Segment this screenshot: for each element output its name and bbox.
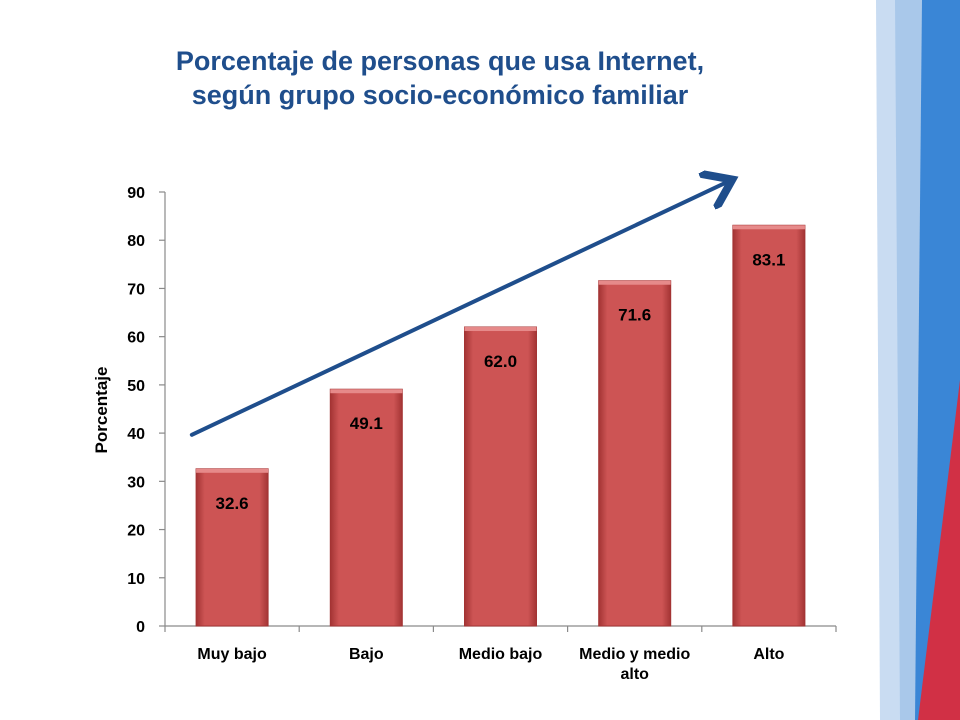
data-label: 32.6 [216, 494, 249, 513]
x-axis: Muy bajo Bajo Medio bajo Medio y medio alto A… [164, 625, 837, 683]
bar [598, 280, 672, 627]
bar-top-highlight [464, 327, 537, 332]
slide-title: Porcentaje de personas que usa Internet,… [60, 44, 820, 112]
bar-top-highlight [330, 389, 403, 394]
y-tick-label: 30 [127, 474, 145, 491]
y-tick-label: 40 [127, 426, 145, 443]
y-tick-label: 60 [127, 330, 145, 347]
bar [732, 224, 806, 627]
slide-title-line-1: Porcentaje de personas que usa Internet, [175, 46, 705, 76]
y-tick-label: 0 [136, 619, 145, 636]
data-label: 62.0 [484, 352, 517, 371]
y-tick-label: 70 [127, 281, 145, 298]
bars [195, 224, 806, 627]
trend-arrow-group [189, 181, 729, 437]
bar-top-highlight [196, 468, 269, 473]
y-tick-label: 80 [127, 233, 145, 250]
bar [329, 388, 403, 627]
y-tick-label: 10 [127, 571, 145, 588]
data-label: 71.6 [618, 306, 651, 325]
y-axis: 0 10 20 30 40 50 60 70 80 90 [127, 185, 166, 636]
slide-title-line-2: según grupo socio-económico familiar [191, 80, 689, 110]
y-tick-label: 50 [127, 378, 145, 395]
trend-arrow [189, 181, 729, 437]
decor-red-band [918, 380, 960, 720]
data-label: 49.1 [350, 414, 383, 433]
x-category-label: Medio y medio alto [579, 646, 690, 683]
x-category-label: Muy bajo [197, 646, 267, 663]
x-category-label: Alto [753, 646, 784, 663]
y-tick-label: 90 [127, 185, 145, 202]
data-labels: 32.6 49.1 62.0 71.6 83.1 [216, 250, 786, 513]
bar [195, 468, 269, 627]
bar-top-highlight [598, 280, 671, 285]
x-category-label: Medio bajo [459, 646, 543, 663]
y-axis-title: Porcentaje [92, 367, 111, 454]
y-tick-label: 20 [127, 523, 145, 540]
data-label: 83.1 [752, 250, 785, 269]
bar [464, 326, 537, 627]
bar-top-highlight [732, 225, 805, 230]
x-category-label: Bajo [349, 646, 384, 663]
